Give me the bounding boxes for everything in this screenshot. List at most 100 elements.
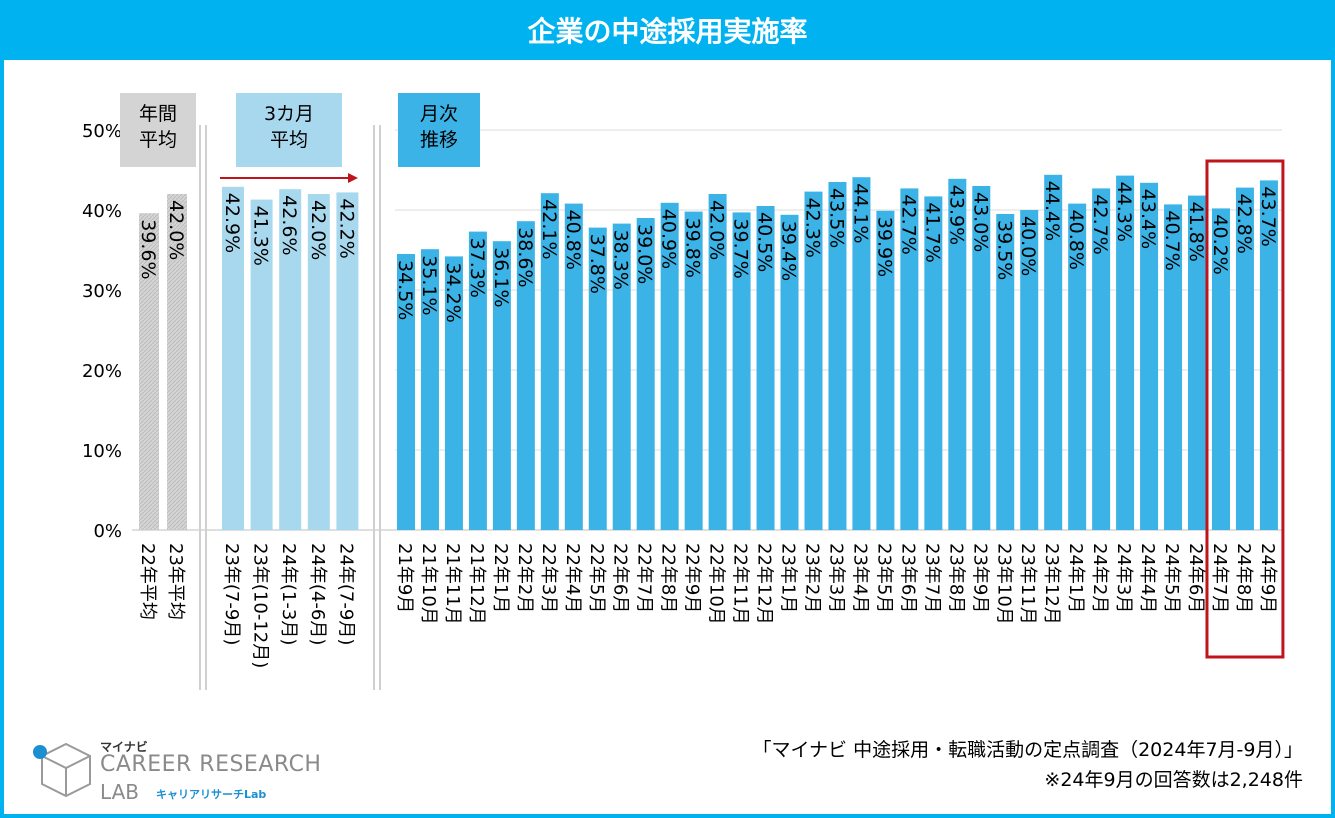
group-label-box xyxy=(120,93,196,167)
bar xyxy=(1188,195,1207,530)
bar-value-label: 40.7% xyxy=(1161,210,1183,270)
x-tick-label: 22年8月 xyxy=(658,543,679,613)
logo-lab: LAB xyxy=(100,780,140,804)
bar-value-label: 42.7% xyxy=(897,194,919,254)
bar xyxy=(397,254,415,530)
bar-value-label: 43.5% xyxy=(825,188,847,248)
bar xyxy=(828,182,847,530)
bar xyxy=(1020,210,1039,530)
bar-value-label: 34.5% xyxy=(394,260,416,320)
bar-value-label: 42.3% xyxy=(801,198,823,258)
x-tick-label: 22年11月 xyxy=(730,543,751,625)
bar xyxy=(222,186,244,531)
x-tick-label: 24年5月 xyxy=(1161,543,1182,613)
bar xyxy=(1164,204,1183,530)
bar xyxy=(588,227,607,530)
y-tick-label: 0% xyxy=(93,521,122,542)
x-tick-label: 23年4月 xyxy=(849,543,870,613)
logo: マイナビ CAREER RESEARCH LAB キャリアリサーチLab xyxy=(28,738,328,808)
x-tick-label: 24年6月 xyxy=(1185,543,1206,613)
x-tick-label: 22年5月 xyxy=(586,543,607,613)
bar xyxy=(307,194,330,530)
chart-svg: 0% 10% 20% 30% 40% 50% 年間平均 39.6% 22年平均 42.0% 23年平… xyxy=(82,93,1285,690)
x-tick-label: 23年1月 xyxy=(778,543,799,613)
x-tick-label: 24年2月 xyxy=(1089,543,1110,613)
y-tick-label: 20% xyxy=(82,361,122,382)
bar-value-label: 44.1% xyxy=(849,183,871,243)
bar xyxy=(1140,182,1159,531)
bar-value-label: 42.9% xyxy=(221,193,243,253)
bar xyxy=(279,189,302,530)
bar xyxy=(139,213,159,530)
bar-value-label: 40.5% xyxy=(754,212,776,272)
group-label: 3カ月平均 xyxy=(264,103,314,151)
bar xyxy=(636,218,655,530)
bar xyxy=(516,221,535,530)
x-tick-label: 21年10月 xyxy=(418,543,439,625)
bar-value-label: 42.2% xyxy=(335,198,357,258)
bar-value-label: 39.5% xyxy=(993,220,1015,280)
bar-value-label: 40.8% xyxy=(562,210,584,270)
bar-value-label: 39.8% xyxy=(682,218,704,278)
bar-value-label: 40.2% xyxy=(1209,214,1231,274)
bar xyxy=(1259,180,1278,530)
bar-value-label: 40.9% xyxy=(658,209,680,269)
source-note: 「マイナビ 中途採用・転職活動の定点調査（2024年7月-9月）」 ※24年9月… xyxy=(752,735,1303,795)
bar-value-label: 38.3% xyxy=(610,230,632,290)
x-tick-label: 24年(1-3月) xyxy=(278,543,299,645)
bar-value-label: 42.8% xyxy=(1233,194,1255,254)
logo-brand: マイナビ xyxy=(100,740,148,754)
logo-cube-icon xyxy=(33,742,91,798)
bar-value-label: 37.3% xyxy=(466,238,488,298)
bar xyxy=(444,256,463,530)
bar xyxy=(1068,203,1087,530)
bar-value-label: 42.7% xyxy=(1089,194,1111,254)
bar-value-label: 43.4% xyxy=(1137,189,1159,249)
bar xyxy=(612,223,631,530)
bar-value-label: 44.3% xyxy=(1113,182,1135,242)
x-tick-label: 23年8月 xyxy=(945,543,966,613)
bar-value-label: 34.2% xyxy=(442,262,464,322)
bar xyxy=(167,194,187,530)
group-label: 月次推移 xyxy=(420,103,458,151)
bar xyxy=(732,212,751,530)
chart-title: 企業の中途採用実施率 xyxy=(0,0,1335,60)
bar-value-label: 43.0% xyxy=(969,192,991,252)
bar-value-label: 41.8% xyxy=(1185,202,1207,262)
bar xyxy=(780,214,799,531)
bar-value-label: 42.1% xyxy=(538,199,560,259)
bar xyxy=(250,199,273,530)
bar-value-label: 39.7% xyxy=(730,218,752,278)
bar-value-label: 38.6% xyxy=(514,227,536,287)
x-tick-label: 23年6月 xyxy=(897,543,918,613)
x-tick-label: 22年6月 xyxy=(610,543,631,613)
x-tick-label: 22年12月 xyxy=(754,543,775,625)
source-line-2: ※24年9月の回答数は2,248件 xyxy=(1044,769,1303,791)
x-tick-label: 23年11月 xyxy=(1017,543,1038,625)
bar-value-label: 39.9% xyxy=(873,217,895,277)
bar xyxy=(336,192,359,530)
bar xyxy=(1235,187,1254,530)
bar-value-label: 41.7% xyxy=(921,202,943,262)
x-tick-label: 23年(7-9月) xyxy=(221,543,242,645)
bar xyxy=(972,186,991,530)
bar xyxy=(924,196,943,530)
x-tick-label: 21年12月 xyxy=(466,543,487,625)
bar xyxy=(1116,175,1135,530)
bar xyxy=(876,210,895,531)
x-tick-label: 22年9月 xyxy=(682,543,703,613)
bar xyxy=(852,177,871,530)
x-tick-label: 24年1月 xyxy=(1065,543,1086,613)
x-tick-label: 22年平均 xyxy=(137,543,158,620)
bar xyxy=(684,211,703,530)
bar-value-label: 40.0% xyxy=(1017,216,1039,276)
bar xyxy=(1044,174,1063,531)
bar-value-label: 35.1% xyxy=(418,255,440,315)
bar-value-label: 39.0% xyxy=(634,224,656,284)
y-tick-label: 40% xyxy=(82,201,122,222)
bar-value-label: 42.0% xyxy=(706,200,728,260)
x-tick-label: 23年7月 xyxy=(921,543,942,613)
x-tick-label: 24年8月 xyxy=(1233,543,1254,613)
bar xyxy=(492,241,511,530)
bar-value-label: 43.9% xyxy=(945,185,967,245)
